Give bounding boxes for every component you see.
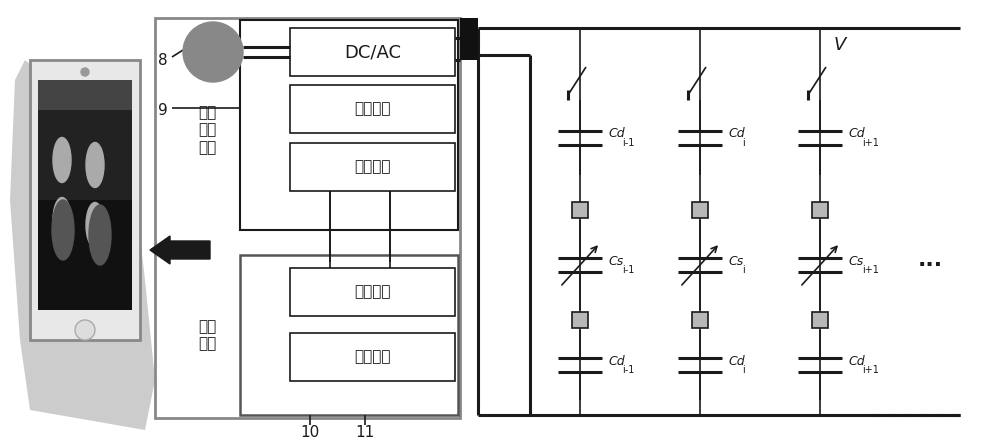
Bar bbox=[30, 60, 140, 340]
Text: 8: 8 bbox=[158, 52, 168, 68]
Ellipse shape bbox=[53, 198, 71, 242]
Bar bbox=[155, 18, 460, 418]
Bar bbox=[290, 143, 455, 191]
Text: Cd: Cd bbox=[728, 127, 745, 140]
Text: Cd: Cd bbox=[848, 354, 865, 367]
Text: i: i bbox=[742, 138, 745, 147]
Polygon shape bbox=[10, 60, 155, 430]
Ellipse shape bbox=[52, 200, 74, 260]
Text: 11: 11 bbox=[355, 425, 375, 439]
Circle shape bbox=[75, 320, 95, 340]
Text: i+1: i+1 bbox=[862, 365, 879, 375]
Bar bbox=[692, 202, 708, 218]
Text: 9: 9 bbox=[158, 103, 168, 117]
Bar bbox=[38, 80, 132, 110]
Text: Cd: Cd bbox=[728, 354, 745, 367]
Text: Cs: Cs bbox=[728, 254, 743, 267]
Text: DC/AC: DC/AC bbox=[344, 43, 401, 61]
Circle shape bbox=[81, 68, 89, 76]
Text: i: i bbox=[742, 365, 745, 375]
Text: i-1: i-1 bbox=[622, 265, 634, 275]
Text: Cd: Cd bbox=[848, 127, 865, 140]
Bar bbox=[38, 80, 132, 310]
Bar bbox=[290, 333, 455, 381]
Bar bbox=[460, 18, 478, 60]
Text: Cd: Cd bbox=[608, 354, 625, 367]
Bar bbox=[240, 255, 458, 415]
Bar bbox=[290, 28, 455, 76]
Text: Cs: Cs bbox=[848, 254, 863, 267]
Text: i-1: i-1 bbox=[622, 365, 634, 375]
Text: V: V bbox=[834, 36, 846, 54]
Bar bbox=[38, 200, 132, 310]
Ellipse shape bbox=[89, 205, 111, 265]
Bar bbox=[290, 268, 455, 316]
Bar bbox=[812, 202, 828, 218]
Text: 信号控制: 信号控制 bbox=[354, 102, 391, 116]
Bar bbox=[290, 85, 455, 133]
Text: i+1: i+1 bbox=[862, 138, 879, 147]
Text: 控制
采集
模块: 控制 采集 模块 bbox=[198, 105, 216, 155]
Text: Cd: Cd bbox=[608, 127, 625, 140]
Circle shape bbox=[183, 22, 243, 82]
Text: 10: 10 bbox=[300, 425, 320, 439]
Ellipse shape bbox=[53, 138, 71, 182]
Bar bbox=[572, 312, 588, 328]
Text: 数据发送: 数据发送 bbox=[354, 349, 391, 365]
Bar bbox=[240, 20, 458, 230]
Bar bbox=[812, 312, 828, 328]
Text: ···: ··· bbox=[917, 255, 943, 275]
Bar bbox=[572, 202, 588, 218]
Text: Cs: Cs bbox=[608, 254, 623, 267]
Ellipse shape bbox=[86, 202, 104, 247]
Text: i-1: i-1 bbox=[622, 138, 634, 147]
Text: 蓝牙
模块: 蓝牙 模块 bbox=[198, 319, 216, 351]
Text: i+1: i+1 bbox=[862, 265, 879, 275]
Text: 采集数据: 采集数据 bbox=[354, 159, 391, 175]
Text: i: i bbox=[742, 265, 745, 275]
Bar bbox=[692, 312, 708, 328]
Ellipse shape bbox=[86, 142, 104, 188]
FancyArrow shape bbox=[150, 236, 210, 264]
Text: 数据接收: 数据接收 bbox=[354, 284, 391, 300]
